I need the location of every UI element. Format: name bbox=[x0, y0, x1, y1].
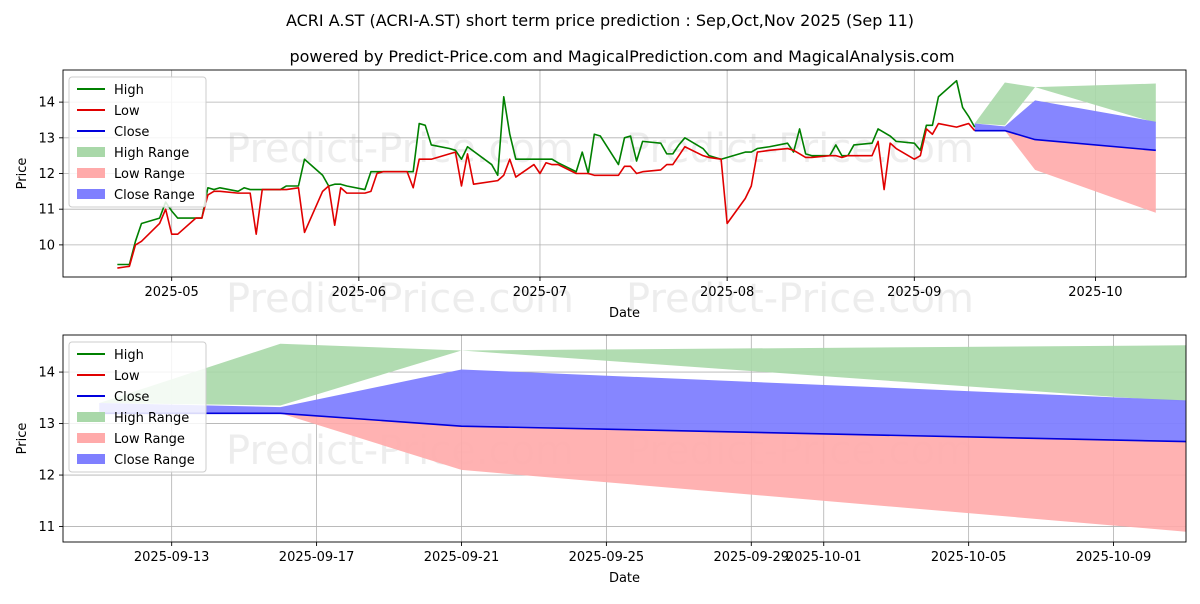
y-tick-label: 11 bbox=[38, 203, 55, 218]
x-tick-label: 2025-09-29 bbox=[714, 550, 790, 565]
high-range-band bbox=[99, 343, 1186, 406]
legend-label-low: Low bbox=[114, 104, 140, 119]
bottom-panel: Predict-Price.comPredict-Price.com2025-0… bbox=[15, 334, 1187, 586]
legend-label-high: High bbox=[114, 83, 144, 98]
legend-label-low: Low bbox=[114, 369, 140, 384]
y-tick-label: 12 bbox=[38, 167, 55, 182]
low-series-line bbox=[117, 122, 976, 269]
watermark-text: Predict-Price.com bbox=[226, 126, 574, 172]
legend-label-close: Close bbox=[114, 390, 149, 405]
legend-label-high-range: High Range bbox=[114, 411, 189, 426]
y-axis-label: Price bbox=[15, 158, 30, 190]
chart-title: ACRI A.ST (ACRI-A.ST) short term price p… bbox=[286, 11, 914, 30]
y-tick-label: 13 bbox=[38, 131, 55, 146]
y-tick-label: 13 bbox=[38, 417, 55, 432]
plot-area bbox=[117, 79, 1156, 269]
legend-swatch-close-range bbox=[77, 454, 105, 464]
x-axis-label: Date bbox=[609, 306, 640, 321]
x-tick-label: 2025-10-05 bbox=[931, 550, 1007, 565]
legend-swatch-close-range bbox=[77, 189, 105, 199]
x-tick-label: 2025-10 bbox=[1068, 285, 1122, 300]
x-tick-label: 2025-05 bbox=[145, 285, 199, 300]
legend-label-low-range: Low Range bbox=[114, 167, 185, 182]
y-tick-label: 12 bbox=[38, 469, 55, 484]
x-tick-label: 2025-09 bbox=[887, 285, 941, 300]
chart-subtitle: powered by Predict-Price.com and Magical… bbox=[289, 47, 954, 66]
x-tick-label: 2025-06 bbox=[332, 285, 386, 300]
legend-label-high: High bbox=[114, 348, 144, 363]
y-tick-label: 11 bbox=[38, 520, 55, 535]
x-tick-label: 2025-08 bbox=[700, 285, 754, 300]
y-tick-label: 14 bbox=[38, 366, 55, 381]
x-tick-label: 2025-10-01 bbox=[786, 550, 862, 565]
legend-swatch-low-range bbox=[77, 168, 105, 178]
legend: High Low Close High Range Low Range Close Ran… bbox=[68, 76, 207, 208]
x-tick-label: 2025-09-21 bbox=[424, 550, 500, 565]
top-panel: Predict-Price.com Predict-Price.com Predic… bbox=[15, 69, 1187, 322]
close-range-band bbox=[974, 100, 1156, 151]
legend-label-close-range: Close Range bbox=[114, 188, 195, 203]
legend-label-close-range: Close Range bbox=[114, 453, 195, 468]
watermark-text: Predict-Price.com bbox=[626, 276, 974, 322]
x-tick-label: 2025-09-17 bbox=[279, 550, 355, 565]
legend-swatch-high-range bbox=[77, 147, 105, 157]
legend-swatch-high-range bbox=[77, 412, 105, 422]
legend-label-high-range: High Range bbox=[114, 146, 189, 161]
x-axis-label: Date bbox=[609, 571, 640, 586]
legend: High Low Close High Range Low Range Close Ran… bbox=[68, 341, 207, 473]
axes-frame bbox=[62, 334, 1187, 543]
close-range-band bbox=[99, 369, 1186, 442]
legend-swatch-low-range bbox=[77, 433, 105, 443]
y-axis-label: Price bbox=[15, 423, 30, 455]
high-range-band bbox=[974, 82, 1156, 126]
x-tick-label: 2025-09-13 bbox=[134, 550, 210, 565]
x-tick-label: 2025-10-09 bbox=[1076, 550, 1152, 565]
close-series-line bbox=[974, 129, 1156, 152]
legend-label-low-range: Low Range bbox=[114, 432, 185, 447]
x-tick-label: 2025-09-25 bbox=[569, 550, 645, 565]
low-range-band bbox=[99, 412, 1186, 532]
high-series-line bbox=[117, 79, 976, 266]
y-tick-label: 10 bbox=[38, 238, 55, 253]
x-tick-label: 2025-07 bbox=[513, 285, 567, 300]
low-range-band bbox=[974, 129, 1156, 213]
y-tick-label: 14 bbox=[38, 96, 55, 111]
watermark-text: Predict-Price.com bbox=[226, 276, 574, 322]
legend-label-close: Close bbox=[114, 125, 149, 140]
